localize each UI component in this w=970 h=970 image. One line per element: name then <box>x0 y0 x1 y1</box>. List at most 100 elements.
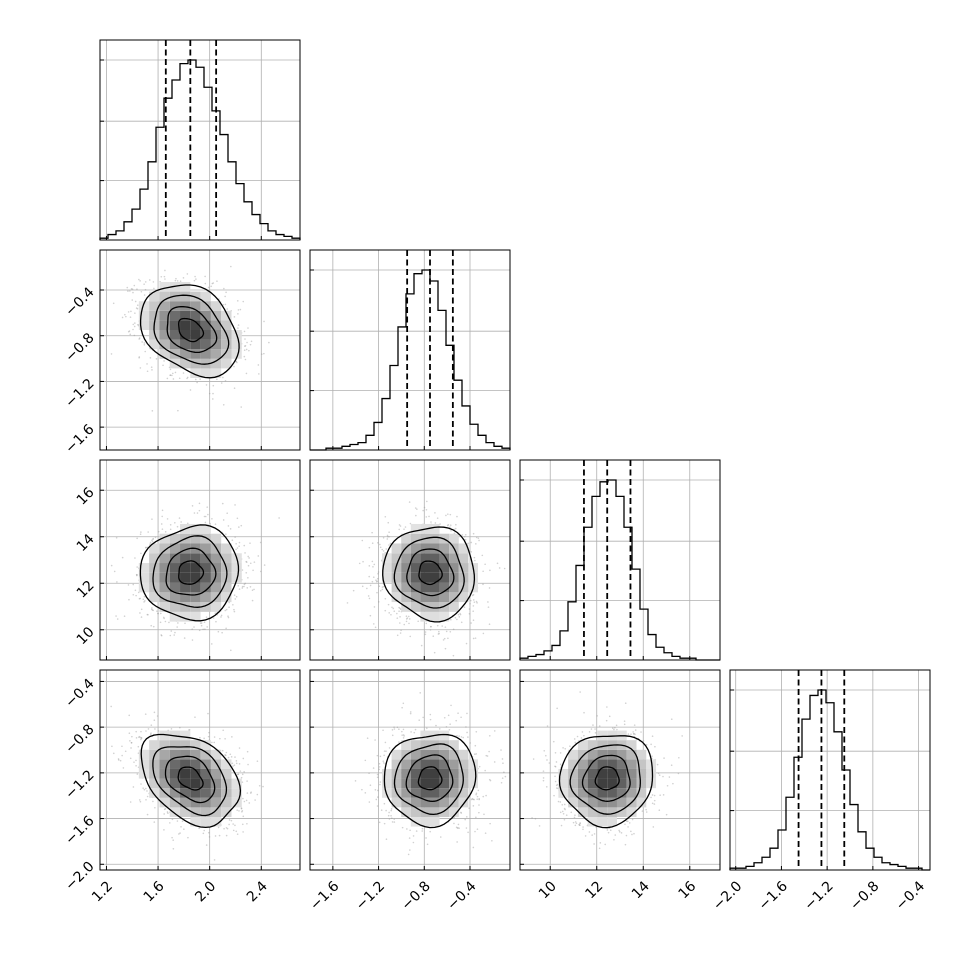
x-tick-label: −0.8 <box>399 878 434 913</box>
density-cell <box>180 807 191 817</box>
density-cell <box>616 797 627 808</box>
density-cell <box>391 749 402 760</box>
density-cell <box>626 740 637 750</box>
density-cell <box>221 768 232 779</box>
x-tick-label: 2.4 <box>244 878 271 905</box>
density-cell <box>169 582 181 593</box>
density-cell <box>221 582 232 593</box>
contour-level <box>405 754 454 803</box>
density-cell <box>221 553 232 564</box>
x-tick-label: −1.2 <box>801 878 836 913</box>
density-cell <box>607 768 617 779</box>
density-cell <box>159 533 170 544</box>
density-cell <box>169 602 181 612</box>
density-cell <box>401 592 411 603</box>
contour-level <box>152 746 228 817</box>
density-cell <box>468 778 478 789</box>
density-cell <box>430 572 440 583</box>
density-cell <box>420 563 430 573</box>
density-cell <box>149 788 160 798</box>
density-cell <box>420 592 430 603</box>
density-cell <box>410 572 421 583</box>
panel-content <box>520 670 720 870</box>
density-cell <box>597 816 608 827</box>
density-cell <box>420 602 430 612</box>
y-tick-label: −0.8 <box>62 721 97 756</box>
contour-level <box>406 548 455 597</box>
histogram-step-p1 <box>310 269 511 451</box>
density-cell <box>200 592 211 603</box>
density-cell <box>200 330 211 340</box>
density-cell <box>200 310 211 321</box>
density-cell <box>159 563 170 573</box>
density-cell <box>636 797 647 808</box>
density-cell <box>210 807 222 817</box>
density-cell <box>420 553 430 564</box>
contour-level <box>165 547 217 596</box>
y-tick-label: −0.8 <box>62 330 97 365</box>
axes-frame <box>729 669 931 871</box>
axes-frame <box>99 39 301 241</box>
density-cell <box>410 523 421 534</box>
density-cell <box>410 592 421 603</box>
panel-content <box>100 250 300 450</box>
density-cell <box>159 602 170 612</box>
density-cell <box>420 759 430 769</box>
density-cell <box>190 768 201 779</box>
density-cell <box>159 768 170 779</box>
y-tick-label: −2.0 <box>62 859 97 894</box>
density-cell <box>430 768 440 779</box>
density-cell <box>200 563 211 573</box>
density-cell <box>568 797 578 808</box>
density-cell <box>180 740 191 750</box>
density-cell <box>169 592 181 603</box>
density-cell <box>401 563 411 573</box>
density-cell <box>401 582 411 593</box>
density-cell <box>410 602 421 612</box>
density-cell <box>159 301 170 311</box>
density-cell <box>410 788 421 798</box>
density-cell <box>587 807 598 817</box>
density-cell <box>597 740 608 750</box>
density-cell <box>190 611 201 622</box>
density-cell <box>221 339 232 350</box>
density-cell <box>138 301 150 311</box>
density-cell <box>430 553 440 564</box>
x-tick-label: −1.6 <box>307 878 342 913</box>
density-cell <box>626 778 637 789</box>
density-cell <box>210 788 222 798</box>
density-cell <box>210 778 222 789</box>
density-cell <box>200 339 211 350</box>
density-cell <box>210 602 222 612</box>
density-cell <box>420 788 430 798</box>
density-cell <box>190 816 201 827</box>
contour-level <box>393 743 464 816</box>
density-cell <box>439 563 450 573</box>
density-cell <box>210 358 222 369</box>
density-cell <box>597 788 608 798</box>
density-cell <box>180 320 191 330</box>
density-cell <box>558 768 569 779</box>
density-cell <box>410 563 421 573</box>
density-cell <box>430 788 440 798</box>
density-cell <box>159 582 170 593</box>
density-cell <box>221 759 232 769</box>
density-cell <box>210 368 222 378</box>
contour-level <box>569 744 641 815</box>
density-cell <box>159 778 170 789</box>
density-cell <box>210 310 222 321</box>
density-cell <box>210 768 222 779</box>
density-cell <box>430 582 440 593</box>
density-cell <box>458 759 469 769</box>
density-cell <box>190 788 201 798</box>
density-cell <box>200 301 211 311</box>
contour-level <box>178 560 205 585</box>
density-cell <box>449 788 459 798</box>
density-cell <box>391 572 402 583</box>
density-cell <box>607 797 617 808</box>
density-cell <box>616 788 627 798</box>
histogram-step-p2 <box>519 479 720 661</box>
density-cell <box>210 553 222 564</box>
density-cell <box>410 749 421 760</box>
density-cell <box>410 533 421 544</box>
